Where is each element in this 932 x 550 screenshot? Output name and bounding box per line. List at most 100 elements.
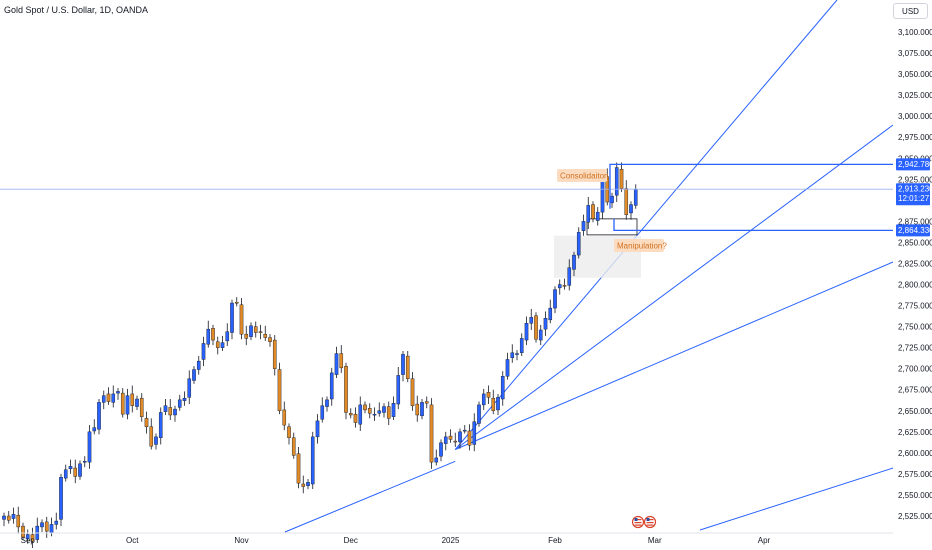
candle — [30, 527, 35, 548]
current-price-label-bg — [896, 183, 930, 206]
candle-body — [158, 412, 163, 438]
candle — [182, 391, 187, 406]
candle-body — [348, 413, 353, 416]
y-tick-label: 3,075.000 — [898, 49, 932, 58]
us-flag-icon[interactable] — [631, 515, 645, 529]
candle — [11, 507, 16, 524]
candle — [562, 278, 567, 290]
candle — [581, 214, 586, 236]
candle — [120, 388, 125, 418]
candle — [567, 259, 572, 291]
candle-body — [196, 360, 201, 370]
us-flag-icon[interactable] — [643, 515, 657, 529]
candle-body — [562, 285, 567, 287]
candle-body — [201, 343, 206, 360]
upper-price-label-text: 2,942.780 — [898, 160, 932, 169]
candle — [111, 385, 116, 408]
candle-body — [230, 302, 234, 333]
candle-body — [572, 254, 576, 270]
candle-body — [82, 461, 87, 463]
candle-body — [496, 397, 500, 411]
candle — [306, 478, 310, 490]
y-tick-label: 2,725.000 — [898, 344, 932, 353]
candle-body — [396, 375, 401, 405]
candle-body — [591, 204, 595, 220]
candle-body — [287, 426, 291, 438]
candle — [519, 333, 524, 357]
candle-body — [120, 392, 125, 415]
candle — [287, 423, 291, 445]
candle-body — [619, 169, 624, 189]
candle — [401, 351, 405, 382]
candle — [44, 516, 49, 538]
candle-body — [358, 404, 363, 425]
candle — [125, 388, 130, 420]
candle-body — [339, 353, 344, 369]
candle-body — [367, 408, 372, 414]
candle — [163, 398, 168, 415]
y-tick-label: 2,775.000 — [898, 302, 932, 311]
flag-stripe — [634, 522, 642, 524]
y-tick-label: 2,525.000 — [898, 512, 932, 521]
lower-price-label-text: 2,864.330 — [898, 226, 932, 235]
candle — [524, 316, 529, 346]
candle — [135, 395, 139, 410]
candle — [486, 385, 491, 405]
candle-body — [543, 317, 548, 330]
candle-body — [505, 359, 510, 377]
candle — [291, 432, 296, 459]
candles — [2, 162, 638, 548]
candle — [491, 389, 496, 415]
upper-price-label: 2,942.780 — [896, 158, 932, 171]
candle — [420, 398, 424, 420]
flag-stripe — [646, 519, 654, 521]
candle — [130, 385, 135, 413]
candle-body — [576, 232, 581, 256]
y-tick-label: 2,675.000 — [898, 386, 932, 395]
y-tick-label: 3,050.000 — [898, 70, 932, 79]
candle-body — [125, 395, 130, 415]
candle — [168, 398, 173, 421]
x-tick-label: Nov — [234, 536, 248, 545]
candle-body — [211, 328, 215, 341]
currency-button[interactable]: USD — [893, 3, 928, 19]
candle-body — [462, 429, 467, 432]
candle — [325, 396, 329, 412]
candle — [629, 201, 633, 220]
x-tick-label: Oct — [126, 536, 139, 545]
trendline — [454, 124, 894, 450]
candle — [619, 162, 624, 192]
candle-body — [325, 399, 329, 407]
x-tick-label: Sep — [21, 536, 36, 545]
candle-body — [405, 355, 410, 379]
economic-events[interactable] — [631, 515, 657, 529]
candle — [610, 192, 614, 208]
y-tick-label: 2,700.000 — [898, 365, 932, 374]
candle — [496, 393, 500, 415]
candle-body — [78, 463, 82, 477]
candle-body — [168, 407, 173, 416]
candle-body — [101, 395, 106, 403]
candle — [144, 411, 149, 434]
candle — [139, 393, 144, 422]
candle-body — [491, 397, 496, 411]
candle-body — [16, 514, 21, 528]
candle — [477, 401, 481, 427]
candle-body — [515, 353, 519, 355]
candle — [358, 396, 363, 431]
candle — [101, 390, 106, 410]
x-tick-label: Apr — [758, 536, 771, 545]
candle-body — [310, 436, 315, 485]
candle-body — [268, 337, 272, 342]
candle-body — [377, 410, 382, 414]
candle — [405, 351, 410, 383]
candle-body — [249, 325, 253, 337]
candle — [372, 407, 377, 421]
candle-body — [253, 326, 258, 333]
candle-body — [44, 521, 49, 532]
x-tick-label: Dec — [344, 536, 358, 545]
candle — [68, 459, 73, 474]
candle — [253, 321, 258, 338]
candle-body — [353, 413, 358, 423]
